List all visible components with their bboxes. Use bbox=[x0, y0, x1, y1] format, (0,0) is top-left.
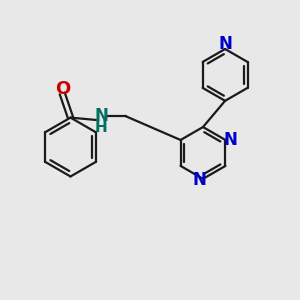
Text: N: N bbox=[94, 107, 108, 125]
Text: N: N bbox=[224, 131, 238, 149]
Text: N: N bbox=[218, 35, 232, 53]
Text: O: O bbox=[55, 80, 70, 98]
Text: N: N bbox=[193, 171, 206, 189]
Text: H: H bbox=[95, 120, 108, 135]
